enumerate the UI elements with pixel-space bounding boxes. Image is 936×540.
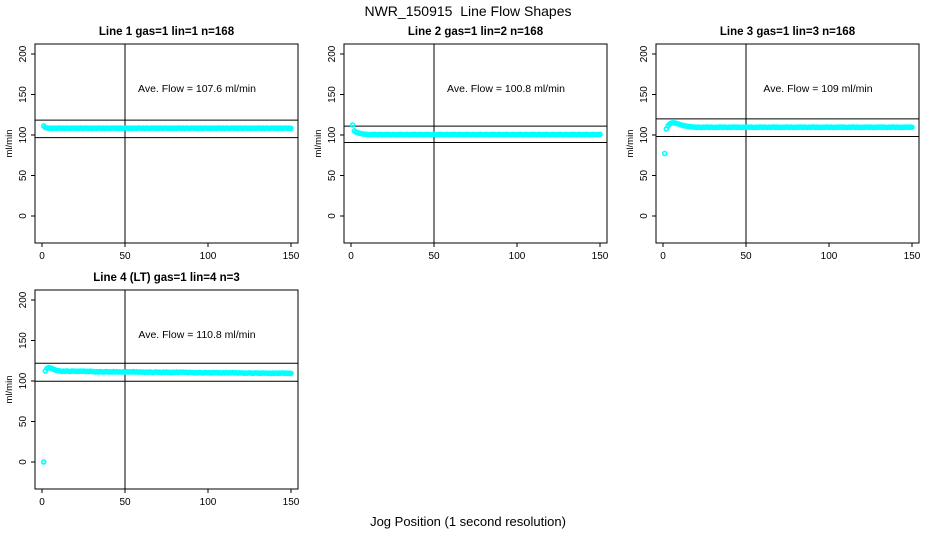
y-tick-label: 0 — [639, 213, 650, 219]
y-tick-label: 50 — [18, 416, 29, 428]
y-tick-label: 100 — [18, 126, 29, 143]
y-tick-label: 150 — [18, 86, 29, 103]
x-tick-label: 150 — [904, 251, 921, 262]
ave-flow-annotation: Ave. Flow = 110.8 ml/min — [138, 329, 255, 341]
data-points — [661, 120, 915, 157]
panel-border — [343, 43, 608, 244]
panel-title: Line 1 gas=1 lin=1 n=168 — [99, 26, 235, 38]
data-points — [40, 364, 294, 465]
figure-title: NWR_150915 Line Flow Shapes — [364, 3, 572, 19]
panel-border — [34, 289, 299, 490]
x-tick-label: 0 — [39, 251, 45, 262]
panel-3: Line 3 gas=1 lin=3 n=168 0 50 100 150 0 50 100 1… — [625, 26, 921, 262]
data-points — [349, 122, 603, 138]
y-tick-label: 0 — [327, 213, 338, 219]
x-tick-label: 100 — [821, 251, 838, 262]
x-tick-label: 0 — [660, 251, 666, 262]
x-axis: 0 50 100 150 — [39, 243, 300, 262]
y-axis: 0 50 100 150 200 — [639, 45, 656, 219]
panel-border — [655, 43, 920, 244]
x-tick-label: 100 — [200, 251, 217, 262]
x-axis: 0 50 100 150 — [660, 243, 921, 262]
ave-flow-annotation: Ave. Flow = 107.6 ml/min — [138, 83, 256, 95]
data-points — [40, 123, 294, 132]
x-tick-label: 50 — [428, 251, 440, 262]
y-tick-label: 100 — [327, 126, 338, 143]
x-axis: 0 50 100 150 — [348, 243, 609, 262]
panel-title: Line 4 (LT) gas=1 lin=4 n=3 — [93, 272, 239, 284]
y-tick-label: 200 — [639, 45, 650, 62]
y-tick-label: 200 — [18, 45, 29, 62]
x-tick-label: 50 — [119, 497, 131, 508]
y-tick-label: 200 — [18, 291, 29, 308]
x-tick-label: 150 — [283, 251, 300, 262]
y-axis: 0 50 100 150 200 — [18, 291, 35, 465]
y-tick-label: 100 — [639, 126, 650, 143]
y-tick-label: 0 — [18, 213, 29, 219]
panel-title: Line 3 gas=1 lin=3 n=168 — [720, 26, 856, 38]
y-axis-title: ml/min — [4, 376, 15, 404]
y-tick-label: 150 — [327, 86, 338, 103]
y-axis: 0 50 100 150 200 — [18, 45, 35, 219]
panel-2: Line 2 gas=1 lin=2 n=168 0 50 100 150 0 50 100 1… — [313, 26, 609, 262]
y-tick-label: 50 — [18, 170, 29, 182]
panel-border — [34, 43, 299, 244]
x-tick-label: 150 — [283, 497, 300, 508]
ave-flow-annotation: Ave. Flow = 109 ml/min — [763, 83, 872, 95]
x-tick-label: 0 — [348, 251, 354, 262]
panel-1: Line 1 gas=1 lin=1 n=168 0 50 100 150 0 50 100 1… — [4, 26, 300, 262]
x-tick-label: 150 — [592, 251, 609, 262]
y-axis-title: ml/min — [625, 130, 636, 158]
x-tick-label: 100 — [509, 251, 526, 262]
y-tick-label: 0 — [18, 459, 29, 465]
y-tick-label: 150 — [18, 332, 29, 349]
y-tick-label: 200 — [327, 45, 338, 62]
y-axis: 0 50 100 150 200 — [327, 45, 344, 219]
panel-4: Line 4 (LT) gas=1 lin=4 n=3 0 50 100 150 0 50 1… — [4, 272, 300, 508]
y-axis-title: ml/min — [313, 130, 324, 158]
y-tick-label: 50 — [639, 170, 650, 182]
x-tick-label: 0 — [39, 497, 45, 508]
y-tick-label: 100 — [18, 372, 29, 389]
panel-title: Line 2 gas=1 lin=2 n=168 — [408, 26, 544, 38]
x-tick-label: 100 — [200, 497, 217, 508]
x-tick-label: 50 — [740, 251, 752, 262]
x-axis-label: Jog Position (1 second resolution) — [370, 514, 566, 529]
ave-flow-annotation: Ave. Flow = 100.8 ml/min — [447, 83, 565, 95]
x-tick-label: 50 — [119, 251, 131, 262]
x-axis: 0 50 100 150 — [39, 489, 300, 508]
y-axis-title: ml/min — [4, 130, 15, 158]
y-tick-label: 50 — [327, 170, 338, 182]
y-tick-label: 150 — [639, 86, 650, 103]
